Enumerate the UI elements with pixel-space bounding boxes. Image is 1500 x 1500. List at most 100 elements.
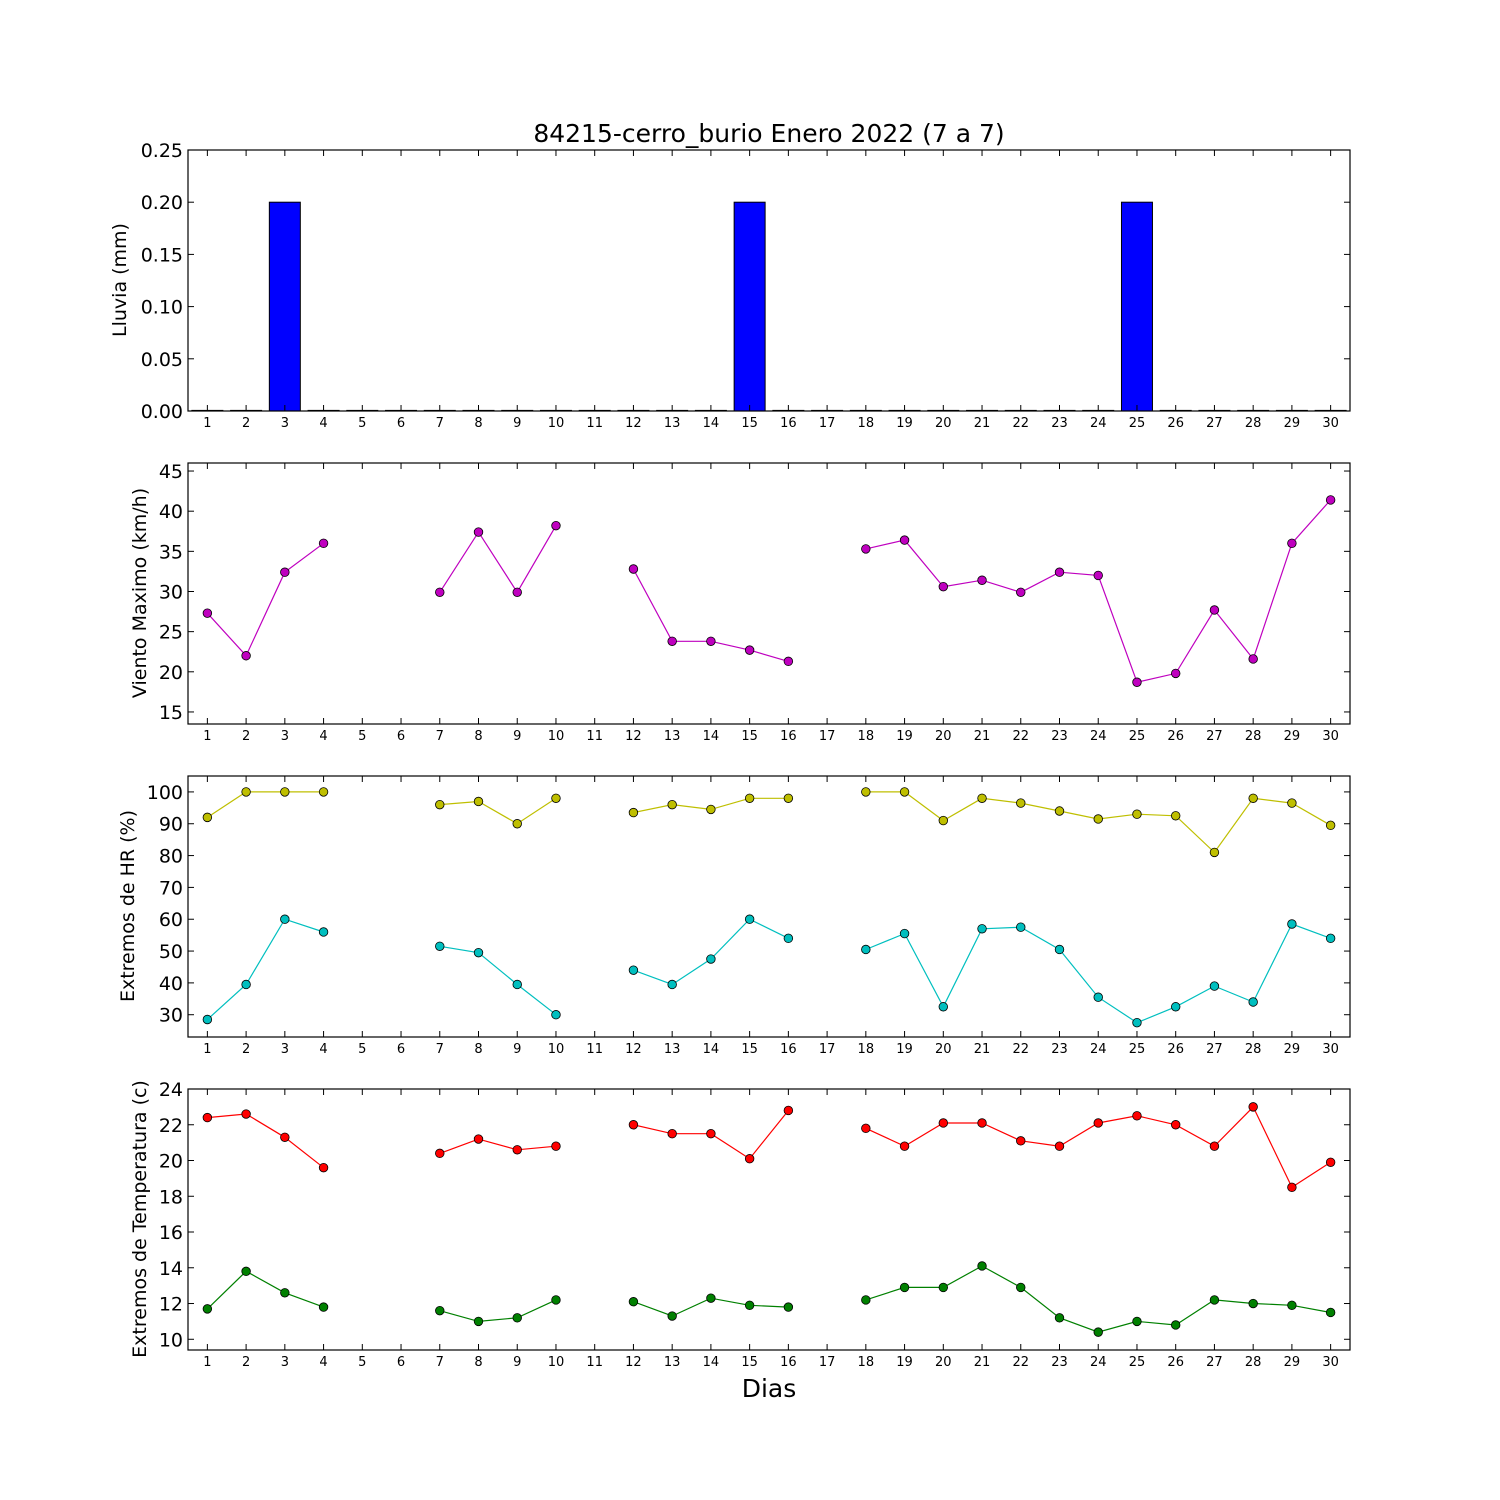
- wind-y-tick-label: 30: [159, 581, 183, 603]
- temperature-series-0-point-day-22: [1016, 1136, 1026, 1146]
- wind-x-tick-label: 18: [858, 729, 875, 744]
- rain-y-tick-label: 0.05: [141, 349, 183, 371]
- rain-x-tick-label: 6: [397, 416, 405, 431]
- temperature-series-0-point-day-10: [551, 1141, 561, 1151]
- wind-x-tick-label: 1: [203, 729, 211, 744]
- temperature-series-0-point-day-23: [1054, 1141, 1065, 1151]
- temperature-x-tick-label: 26: [1167, 1355, 1184, 1370]
- temperature-series-0-point-day-20: [938, 1118, 949, 1128]
- humidity-series-1-point-day-23: [1054, 944, 1065, 955]
- humidity-series-1-point-day-8: [473, 947, 484, 958]
- wind-x-tick-label: 9: [513, 729, 521, 744]
- humidity-x-tick-label: 29: [1284, 1042, 1301, 1057]
- humidity-x-tick-label: 6: [397, 1042, 405, 1057]
- temperature-series-1-point-day-27: [1209, 1295, 1220, 1305]
- temperature-x-tick-label: 13: [664, 1355, 681, 1370]
- temperature-series-1-point-day-24: [1093, 1327, 1103, 1337]
- rain-x-tick-label: 2: [242, 416, 250, 431]
- wind-x-tick-label: 8: [474, 729, 482, 744]
- wind-x-tick-label: 17: [819, 729, 836, 744]
- temperature-series-0-line: [207, 1113, 324, 1169]
- temperature-x-tick-label: 15: [741, 1355, 758, 1370]
- temperature-x-tick-label: 14: [703, 1355, 720, 1370]
- temperature-x-tick-label: 27: [1206, 1355, 1223, 1370]
- humidity-series-1-point-day-15: [744, 914, 755, 924]
- temperature-y-tick-label: 12: [159, 1294, 183, 1316]
- temperature-series-0-point-day-13: [667, 1128, 677, 1139]
- humidity-series-0-point-day-29: [1287, 798, 1297, 808]
- temperature-series-1-line: [206, 1270, 324, 1310]
- humidity-x-tick-label: 24: [1090, 1042, 1107, 1057]
- temperature-series: [202, 1102, 1336, 1337]
- temperature-x-tick-label: 12: [625, 1355, 642, 1370]
- wind-x-tick-label: 5: [358, 729, 366, 744]
- temperature-y-tick-label: 16: [159, 1222, 183, 1244]
- rain-x-tick-label: 22: [1012, 416, 1029, 431]
- temperature-series-1-point-day-10: [551, 1295, 561, 1305]
- humidity-series-0-point-day-9: [512, 819, 522, 829]
- wind-series-0-point-day-7: [435, 587, 445, 597]
- temperature-series-0-point-day-15: [744, 1154, 755, 1164]
- wind-x-tick-label: 7: [436, 729, 444, 744]
- temperature-series-1-point-day-22: [1016, 1282, 1026, 1293]
- rain-x-tick-label: 17: [819, 416, 836, 431]
- temperature-series-1-point-day-12: [628, 1297, 639, 1307]
- temperature-series-0-point-day-19: [899, 1141, 910, 1151]
- humidity-series-1-point-day-9: [512, 979, 522, 990]
- wind-y-tick-label: 40: [159, 501, 183, 523]
- humidity-series-1-point-day-10: [551, 1010, 561, 1020]
- humidity-x-tick-label: 15: [741, 1042, 758, 1057]
- humidity-y-tick-label: 80: [159, 846, 183, 868]
- wind-y-tick-label: 15: [159, 702, 183, 724]
- rain-x-tick-label: 10: [548, 416, 565, 431]
- rain-bar-day-15: [733, 201, 766, 412]
- temperature-y-axis-label: Extremos de Temperatura (c): [129, 1080, 151, 1358]
- wind-series-0-point-day-3: [280, 567, 290, 577]
- temperature-series-0-point-day-26: [1170, 1120, 1181, 1130]
- humidity-series-1-point-day-24: [1093, 992, 1103, 1002]
- wind-series-0-point-day-30: [1325, 495, 1336, 505]
- temperature-series-0-point-day-18: [861, 1123, 871, 1134]
- rain-x-tick-label: 15: [741, 416, 758, 431]
- wind-series-0-point-day-16: [783, 656, 794, 667]
- x-axis-label: Dias: [742, 1374, 797, 1403]
- wind-x-tick-label: 22: [1012, 729, 1029, 744]
- temperature-series-0-point-day-29: [1287, 1182, 1297, 1193]
- temperature-series-1-point-day-16: [783, 1302, 794, 1312]
- humidity-x-tick-label: 2: [242, 1042, 250, 1057]
- temperature-series-0-point-day-9: [512, 1145, 522, 1155]
- humidity-x-tick-label: 14: [703, 1042, 720, 1057]
- temperature-series-1-point-day-13: [667, 1311, 677, 1321]
- humidity-y-tick-label: 40: [159, 973, 183, 995]
- wind-series-0-point-day-10: [551, 520, 561, 531]
- wind-x-tick-label: 21: [974, 729, 991, 744]
- wind-series-0-point-day-2: [241, 651, 251, 661]
- wind-axes-frame: [187, 462, 1351, 725]
- humidity-series-0-point-day-14: [706, 804, 716, 815]
- wind-y-tick-label: 45: [159, 461, 183, 483]
- humidity-series-0-point-day-21: [977, 793, 987, 803]
- humidity-y-tick-label: 50: [159, 941, 183, 963]
- rain-x-tick-label: 29: [1284, 416, 1301, 431]
- rain-y-tick-label: 0.15: [141, 244, 183, 266]
- rain-x-tick-label: 3: [281, 416, 289, 431]
- wind-series-0-line: [439, 525, 557, 594]
- wind-x-tick-label: 24: [1090, 729, 1107, 744]
- temperature-x-tick-label: 21: [974, 1355, 991, 1370]
- humidity-series-1-point-day-27: [1209, 981, 1220, 991]
- wind-series-0-point-day-28: [1248, 654, 1258, 664]
- humidity-series-1-point-day-22: [1016, 922, 1026, 932]
- humidity-y-tick-label: 70: [159, 877, 183, 899]
- humidity-series-0-point-day-19: [899, 787, 910, 797]
- temperature-x-tick-label: 2: [242, 1355, 250, 1370]
- humidity-series-0-point-day-25: [1132, 809, 1142, 819]
- humidity-series-1-point-day-18: [861, 944, 871, 955]
- temperature-x-tick-label: 20: [935, 1355, 952, 1370]
- humidity-x-tick-label: 18: [858, 1042, 875, 1057]
- humidity-series-1-line: [439, 945, 557, 1016]
- wind-x-tick-label: 29: [1284, 729, 1301, 744]
- humidity-x-tick-label: 13: [664, 1042, 681, 1057]
- temperature-y-tick-label: 22: [159, 1115, 183, 1137]
- temperature-x-tick-label: 11: [586, 1355, 603, 1370]
- temperature-series-1-point-day-4: [318, 1302, 329, 1312]
